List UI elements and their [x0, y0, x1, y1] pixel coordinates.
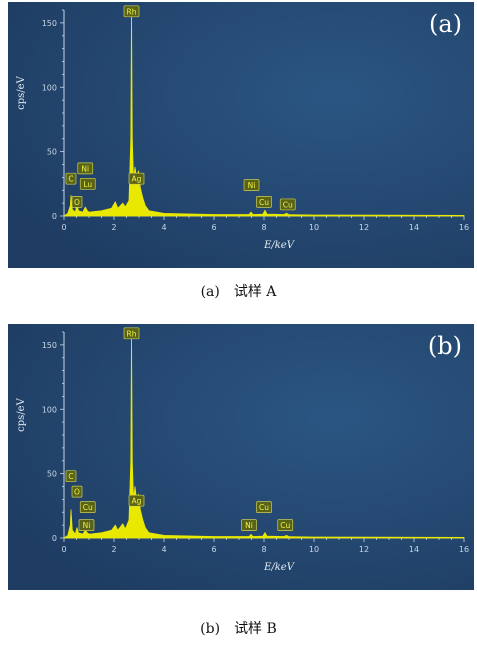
peak-label-cu: Cu — [256, 501, 272, 513]
caption-b-text: 试样 B — [234, 621, 277, 637]
peak-label-rh: Rh — [123, 327, 140, 340]
svg-text:Ni: Ni — [245, 521, 253, 530]
peak-label-ni: Ni — [243, 179, 260, 191]
svg-text:C: C — [68, 472, 73, 481]
panel-tag: (a) — [429, 10, 462, 38]
spectrum-panel-b: 0 2 4 6 8 10 12 14 16 0 50 100 150 cps/eV E/keV Rh C O Cu N… — [8, 324, 474, 590]
y-tick-label: 0 — [52, 534, 57, 543]
svg-text:Cu: Cu — [259, 198, 269, 207]
y-tick-label: 100 — [42, 405, 57, 414]
peak-label-lu: Lu — [79, 177, 96, 190]
svg-text:C: C — [68, 175, 73, 184]
chart-background — [8, 324, 474, 590]
caption-a: (a) 试样 A — [0, 281, 477, 301]
x-axis-label: E/keV — [263, 562, 296, 573]
peak-label-c: C — [65, 172, 77, 185]
y-tick-label: 150 — [42, 341, 57, 350]
y-tick-label: 150 — [42, 19, 57, 28]
peak-label-rh: Rh — [123, 5, 140, 18]
svg-text:Cu: Cu — [259, 503, 269, 512]
svg-text:Rh: Rh — [127, 7, 137, 16]
x-tick-label: 2 — [111, 223, 116, 232]
peak-label-cu: Cu — [279, 198, 296, 211]
peak-label-c: C — [65, 470, 77, 483]
caption-b-label: (b) — [200, 621, 221, 637]
y-tick-label: 100 — [42, 83, 57, 92]
peak-label-ni: Ni — [77, 162, 94, 175]
y-axis-label: cps/eV — [16, 75, 27, 109]
svg-text:Cu: Cu — [280, 521, 290, 530]
spectrum-panel-a: 0 2 4 6 8 10 12 14 16 0 50 100 150 cps/eV E/keV Rh C Ni Lu… — [8, 2, 474, 268]
x-axis-label: E/keV — [263, 240, 296, 251]
x-tick-label: 12 — [359, 545, 369, 554]
svg-text:Rh: Rh — [127, 329, 137, 338]
chart-background — [8, 2, 474, 268]
y-tick-label: 50 — [47, 148, 57, 157]
x-tick-label: 10 — [309, 223, 319, 232]
eds-spectrum-chart-b: 0 2 4 6 8 10 12 14 16050100150cps/eVE/keVRhCOCuN… — [8, 324, 474, 590]
svg-text:Ni: Ni — [248, 181, 256, 190]
svg-text:Lu: Lu — [83, 180, 92, 189]
x-tick-label: 6 — [211, 223, 216, 232]
peak-label-ag: Ag — [128, 494, 145, 507]
svg-text:Ni: Ni — [81, 164, 89, 173]
y-tick-label: 50 — [47, 470, 57, 479]
x-tick-label: 16 — [459, 223, 469, 232]
y-tick-label: 0 — [52, 212, 57, 221]
svg-text:Cu: Cu — [83, 503, 93, 512]
y-axis-label: cps/eV — [16, 397, 27, 431]
x-tick-label: 6 — [211, 545, 216, 554]
caption-a-text: 试样 A — [233, 284, 277, 300]
x-tick-label: 14 — [409, 545, 419, 554]
peak-label-cu: Cu — [256, 195, 272, 208]
svg-text:Ni: Ni — [83, 521, 91, 530]
x-tick-label: 0 — [61, 223, 66, 232]
x-tick-label: 0 — [61, 545, 66, 554]
x-tick-label: 10 — [309, 545, 319, 554]
panel-tag: (b) — [428, 332, 462, 360]
caption-a-label: (a) — [200, 284, 220, 300]
svg-text:Ag: Ag — [132, 497, 142, 506]
svg-text:O: O — [74, 198, 80, 207]
peak-label-ag: Ag — [128, 172, 145, 185]
svg-text:O: O — [74, 488, 80, 497]
peak-label-cu: Cu — [79, 501, 96, 513]
x-tick-label: 2 — [111, 545, 116, 554]
peak-label-ni: Ni — [241, 519, 257, 531]
x-tick-label: 8 — [261, 223, 266, 232]
svg-text:Cu: Cu — [283, 200, 293, 209]
peak-label-cu: Cu — [277, 519, 294, 531]
caption-b: (b) 试样 B — [0, 618, 477, 638]
peak-label-o: O — [71, 195, 83, 208]
x-tick-label: 4 — [161, 223, 166, 232]
eds-spectrum-chart-a: 0 2 4 6 8 10 12 14 16 0 50 100 150 cps/eV E/keV Rh C Ni Lu… — [8, 2, 474, 268]
x-tick-label: 8 — [261, 545, 266, 554]
peak-label-o: O — [71, 485, 83, 498]
svg-text:Ag: Ag — [132, 175, 142, 184]
peak-label-ni: Ni — [78, 519, 95, 531]
x-tick-label: 14 — [409, 223, 419, 232]
x-tick-label: 12 — [359, 223, 369, 232]
x-tick-label: 16 — [459, 545, 469, 554]
x-tick-label: 4 — [161, 545, 166, 554]
